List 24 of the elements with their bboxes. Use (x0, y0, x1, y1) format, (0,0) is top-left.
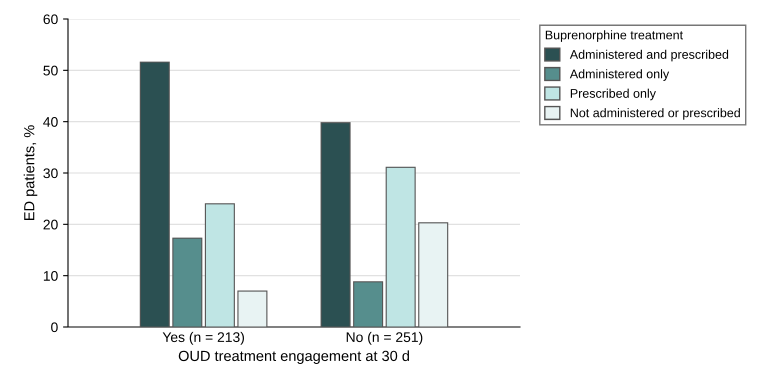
bar (204, 203, 235, 327)
legend-label: Administered and prescribed (570, 50, 728, 62)
bar (386, 166, 416, 327)
legend-title: Buprenorphine treatment (546, 30, 683, 42)
x-tick-label: No (n = 251) (346, 332, 422, 345)
y-tick-label: 60 (44, 14, 58, 24)
y-tick-label: 20 (44, 220, 58, 230)
y-axis-title: ED patients, % (24, 125, 38, 220)
y-tick-label: 40 (43, 117, 58, 127)
bar (418, 222, 448, 327)
bar (353, 281, 384, 327)
y-tick-label: 10 (44, 271, 58, 281)
legend-label: Administered only (570, 69, 670, 81)
x-axis-title: OUD treatment engagement at 30 d (178, 350, 409, 364)
y-tick-label: 50 (43, 66, 58, 76)
bar (172, 238, 202, 327)
x-tick-label: Yes (n = 213) (162, 332, 244, 345)
bar (140, 62, 170, 327)
bar (320, 122, 351, 327)
y-tick-label: 0 (51, 322, 58, 332)
bar (237, 290, 268, 327)
legend-label: Prescribed only (570, 88, 656, 100)
y-tick-label: 30 (43, 168, 58, 178)
legend-label: Not administered or prescribed (570, 108, 740, 120)
